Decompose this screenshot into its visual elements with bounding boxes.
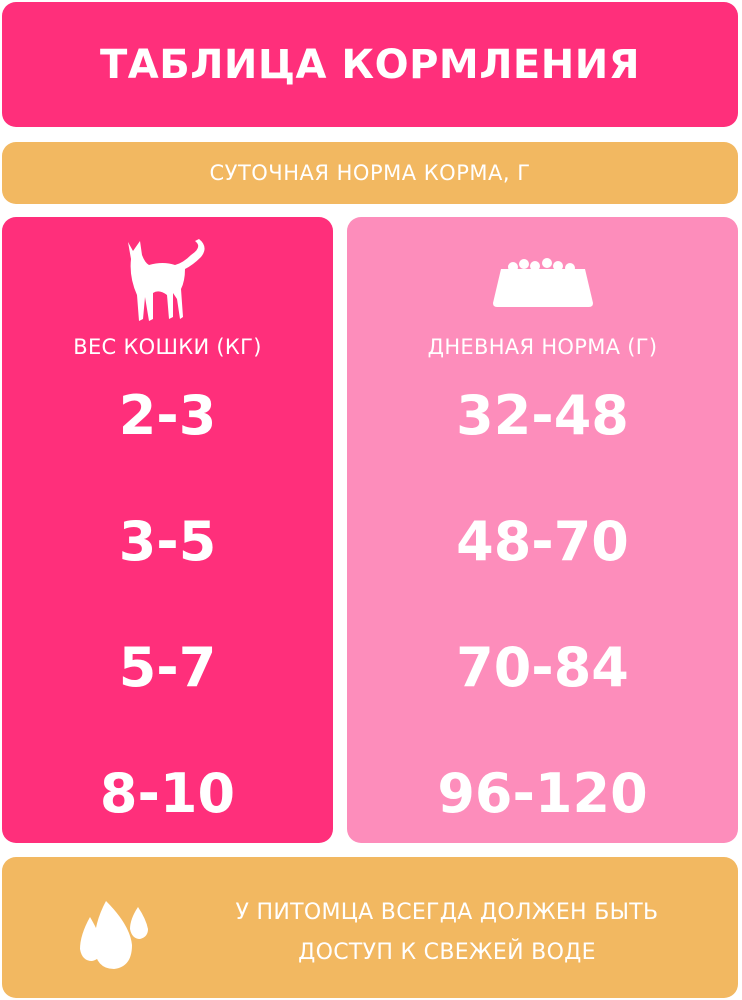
page-title: ТАБЛИЦА КОРМЛЕНИЯ [99,41,641,88]
header-banner: ТАБЛИЦА КОРМЛЕНИЯ [2,2,738,127]
subheader-title: СУТОЧНАЯ НОРМА КОРМА, Г [209,161,531,185]
daily-norm-value: 32-48 [456,384,629,447]
cat-weight-heading: ВЕС КОШКИ (КГ) [73,335,262,359]
daily-norm-value: 48-70 [456,510,629,573]
water-notice-text: У ПИТОМЦА ВСЕГДА ДОЛЖЕН БЫТЬ ДОСТУП К СВ… [202,893,692,973]
subheader-banner: СУТОЧНАЯ НОРМА КОРМА, Г [2,142,738,204]
daily-norm-column: ДНЕВНАЯ НОРМА (Г) 32-48 48-70 70-84 96-1… [347,217,738,843]
water-notice-line1: У ПИТОМЦА ВСЕГДА ДОЛЖЕН БЫТЬ [235,900,659,925]
cat-weight-value: 5-7 [118,636,217,699]
cat-icon [127,239,205,321]
cat-weight-value: 2-3 [118,384,217,447]
food-bowl-icon [492,258,593,307]
water-drops-icon [80,901,148,969]
daily-norm-heading: ДНЕВНАЯ НОРМА (Г) [427,335,658,359]
water-notice: У ПИТОМЦА ВСЕГДА ДОЛЖЕН БЫТЬ ДОСТУП К СВ… [2,857,738,998]
cat-weight-value: 3-5 [118,510,217,573]
cat-weight-column: ВЕС КОШКИ (КГ) 2-3 3-5 5-7 8-10 [2,217,333,843]
daily-norm-value: 70-84 [456,636,629,699]
daily-norm-value: 96-120 [437,762,648,825]
cat-weight-value: 8-10 [99,762,236,825]
water-notice-line2: ДОСТУП К СВЕЖЕЙ ВОДЕ [298,940,596,965]
